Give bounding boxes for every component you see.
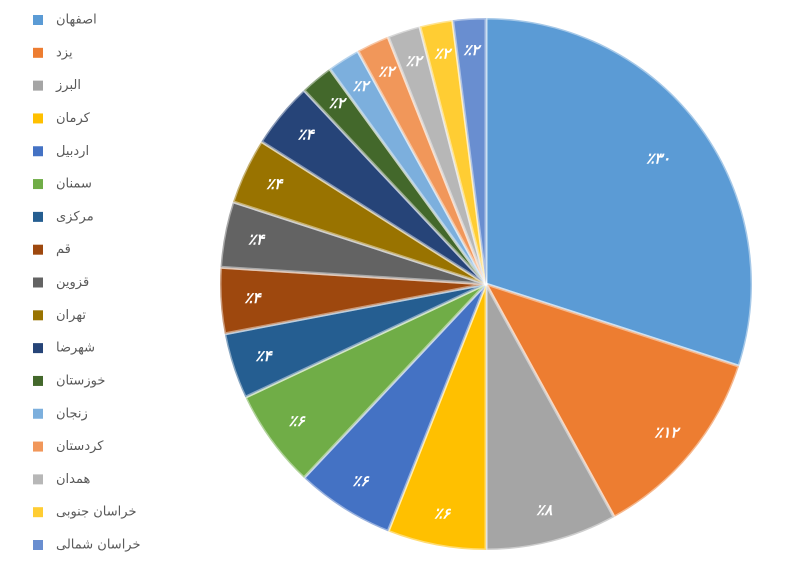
legend-label: خراسان جنوبی — [56, 505, 136, 520]
legend-marker — [33, 408, 43, 419]
legend-label: قم — [56, 242, 71, 257]
legend-label: زنجان — [56, 406, 88, 421]
pie-slice — [484, 282, 616, 552]
pie-slice — [231, 139, 488, 286]
pie-slice — [302, 67, 488, 286]
legend-label: اصفهان — [56, 13, 97, 28]
value-label: ٪۳۰ — [646, 149, 670, 167]
value-label: ٪۲ — [378, 63, 397, 81]
pie-slice — [243, 282, 488, 480]
legend-marker — [33, 211, 43, 222]
legend-marker — [33, 80, 43, 91]
legend-marker — [33, 375, 43, 386]
legend-label: اردبیل — [56, 144, 89, 159]
pie-slice — [328, 49, 488, 286]
legend-marker — [33, 15, 43, 25]
legend-marker — [33, 474, 43, 485]
value-label: ٪۱۲ — [654, 424, 681, 442]
legend-marker — [33, 310, 43, 321]
legend-label: شهرضا — [56, 341, 95, 356]
legend-label: تهران — [56, 308, 86, 323]
value-label: ٪۸ — [536, 501, 553, 519]
legend-label: البرز — [55, 78, 81, 93]
legend-marker — [33, 540, 43, 550]
pie-slice — [218, 265, 488, 336]
value-label: ٪۲ — [353, 77, 372, 95]
value-label: ٪۶ — [353, 472, 370, 490]
legend-marker — [33, 343, 43, 354]
legend-label: مرکزی — [56, 209, 94, 224]
legend-label: سمنان — [56, 177, 92, 192]
legend-label: یزد — [56, 45, 73, 60]
value-label: ٪۲ — [329, 94, 348, 112]
pie-slice — [386, 282, 488, 552]
pie-slice — [219, 200, 488, 286]
legend-marker — [33, 441, 43, 452]
legend-label: کردستان — [56, 439, 104, 454]
legend-marker — [33, 146, 43, 157]
legend-marker — [33, 244, 43, 255]
value-label: ٪۴ — [255, 347, 273, 365]
pie-slice — [418, 18, 488, 286]
legend-label: همدان — [56, 472, 90, 487]
legend-label: خوزستان — [56, 373, 105, 388]
value-label: ٪۴ — [248, 231, 266, 249]
pie-slice — [451, 16, 488, 286]
legend-label: خراسان شمالی — [56, 538, 141, 553]
pie-slice — [302, 282, 488, 533]
legend-label: قزوین — [56, 275, 89, 290]
pie-slice — [223, 282, 488, 399]
legend-marker — [33, 47, 43, 58]
value-label: ٪۴ — [266, 175, 284, 193]
value-label: ٪۶ — [434, 504, 451, 522]
value-label: ٪۶ — [289, 412, 306, 430]
pie-slice — [484, 282, 741, 519]
pie-slice — [356, 35, 488, 286]
pie-slice — [484, 16, 754, 368]
pie-slice — [259, 88, 488, 286]
pie-slice — [386, 24, 488, 286]
legend-marker — [33, 179, 43, 190]
legend-marker — [33, 113, 43, 124]
legend-marker — [33, 277, 43, 288]
value-label: ٪۴ — [298, 125, 316, 143]
value-label: ٪۲ — [406, 52, 425, 70]
value-label: ٪۴ — [244, 289, 262, 307]
legend-label: کرمان — [56, 111, 91, 126]
legend-marker — [33, 507, 43, 518]
value-label: ٪۲ — [463, 41, 482, 59]
value-label: ٪۲ — [434, 45, 453, 63]
